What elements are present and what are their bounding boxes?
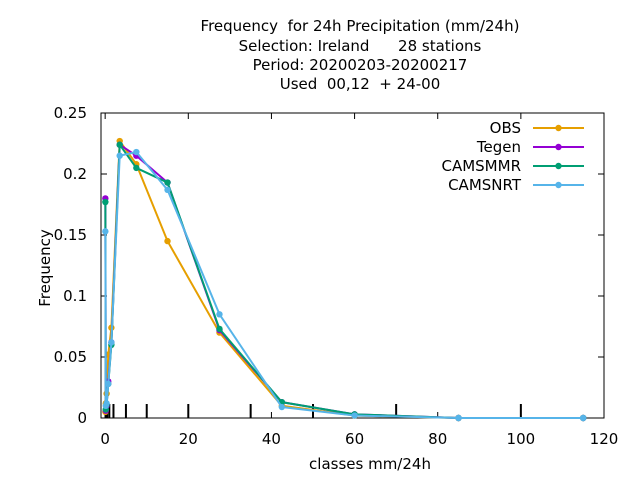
x-tick-label: 20 — [179, 430, 198, 448]
y-tick-label: 0 — [77, 409, 87, 427]
data-point — [164, 179, 171, 186]
data-point — [455, 414, 462, 422]
y-tick-label: 0.25 — [54, 104, 87, 122]
data-point — [216, 311, 223, 318]
data-point — [103, 400, 110, 407]
series-group — [102, 137, 587, 422]
chart-title-line-2: Selection: Ireland 28 stations — [238, 37, 482, 55]
data-point — [116, 141, 123, 148]
x-tick-label: 0 — [100, 430, 110, 448]
data-point — [116, 152, 123, 159]
chart-title-line-4: Used 00,12 + 24-00 — [279, 75, 441, 93]
chart-title-line-1: Frequency for 24h Precipitation (mm/24h) — [200, 17, 520, 35]
axis-ticks: 0 20 40 60 80 100 120 0 0.05 0.1 0.15 0.2 0.25 — [54, 104, 619, 448]
data-point — [580, 414, 587, 422]
x-tick-label: 100 — [507, 430, 536, 448]
legend-marker — [555, 162, 562, 170]
x-tick-label: 80 — [428, 430, 447, 448]
y-tick-label: 0.05 — [54, 348, 87, 366]
data-point — [164, 237, 171, 245]
legend-marker — [555, 181, 562, 189]
legend-label: OBS — [490, 119, 521, 137]
data-point — [216, 325, 223, 333]
x-tick-label: 40 — [262, 430, 281, 448]
data-point — [133, 164, 140, 172]
legend-label: CAMSMMR — [441, 157, 521, 175]
data-point — [278, 403, 286, 411]
data-point — [102, 198, 109, 206]
x-tick-label: 60 — [345, 430, 364, 448]
legend-marker — [555, 143, 562, 151]
data-point — [351, 412, 358, 419]
legend-marker — [555, 124, 562, 132]
chart-title-line-3: Period: 20200203-20200217 — [252, 56, 468, 74]
y-tick-label: 0.2 — [63, 165, 87, 183]
data-point — [102, 228, 109, 235]
x-axis-label: classes mm/24h — [309, 455, 431, 473]
plot-border — [100, 112, 605, 419]
legend-label: Tegen — [476, 138, 521, 156]
data-point — [108, 339, 115, 346]
series-camsnrt — [102, 148, 587, 422]
data-point — [164, 186, 171, 194]
y-tick-label: 0.15 — [54, 226, 87, 244]
data-point — [105, 380, 112, 388]
plot-frame — [100, 112, 605, 419]
y-tick-label: 0.1 — [63, 287, 87, 305]
data-point — [133, 148, 140, 156]
x-tick-label: 120 — [590, 430, 619, 448]
legend-label: CAMSNRT — [448, 176, 522, 194]
